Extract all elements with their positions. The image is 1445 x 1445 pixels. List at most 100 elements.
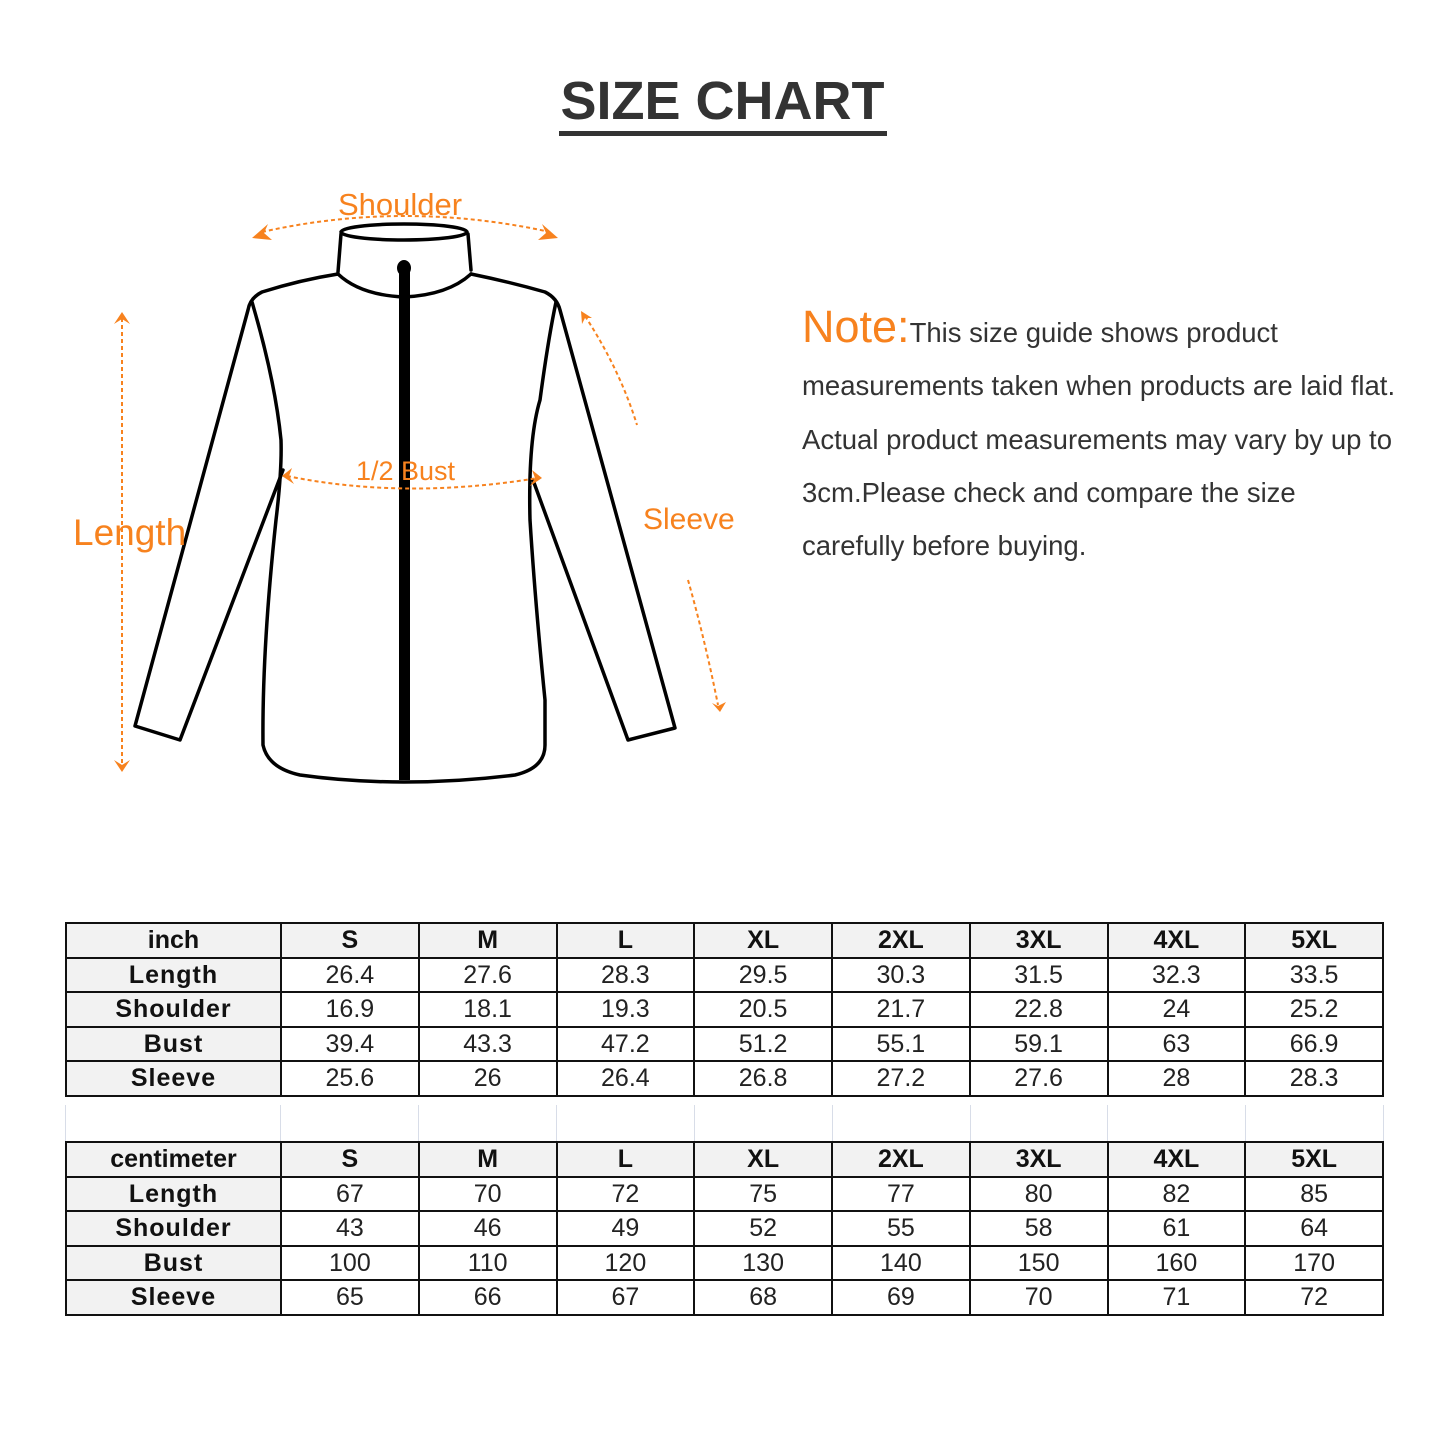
gap-gridline xyxy=(418,1105,419,1141)
table-cell: 27.2 xyxy=(831,1060,971,1097)
table-cell: 28.3 xyxy=(555,956,696,993)
table-cell: 67 xyxy=(280,1175,420,1212)
arrowheads xyxy=(114,224,726,772)
table-cell: 26 xyxy=(417,1060,558,1097)
table-cell: 26.4 xyxy=(280,956,420,993)
table-cell: 43.3 xyxy=(417,1025,558,1062)
table-row: Sleeve 25.6 26 26.4 26.8 27.2 27.6 28 28.3 xyxy=(65,1060,1384,1097)
table-cell: 20.5 xyxy=(693,991,833,1028)
table-cell: 58 xyxy=(968,1210,1109,1247)
arrow-left-icon xyxy=(282,468,294,484)
page-title: SIZE CHART xyxy=(0,70,1445,136)
gap-gridline xyxy=(832,1105,833,1141)
table-cell: 32.3 xyxy=(1106,956,1247,993)
table-cell: 82 xyxy=(1106,1175,1247,1212)
table-cell: 25.6 xyxy=(280,1060,420,1097)
table-row: Bust 100 110 120 130 140 150 160 170 xyxy=(65,1244,1384,1281)
gap-gridline xyxy=(556,1105,557,1141)
zipper xyxy=(399,268,410,780)
size-header: 3XL xyxy=(968,922,1109,959)
table-cell: 72 xyxy=(1244,1279,1384,1316)
table-cell: 59.1 xyxy=(968,1025,1109,1062)
table-cell: 110 xyxy=(417,1244,558,1281)
table-cell: 140 xyxy=(831,1244,971,1281)
table-gap xyxy=(65,1105,1384,1141)
gap-gridline xyxy=(970,1105,971,1141)
size-header: M xyxy=(417,922,558,959)
table-cell: 64 xyxy=(1244,1210,1384,1247)
table-cell: 16.9 xyxy=(280,991,420,1028)
table-cell: 120 xyxy=(555,1244,696,1281)
table-cell: 31.5 xyxy=(968,956,1109,993)
size-header: 2XL xyxy=(831,1141,971,1178)
size-header: XL xyxy=(693,922,833,959)
gap-gridline xyxy=(1107,1105,1108,1141)
table-cell: 46 xyxy=(417,1210,558,1247)
unit-header: inch xyxy=(65,922,282,959)
row-label: Bust xyxy=(65,1244,282,1281)
table-cell: 100 xyxy=(280,1244,420,1281)
table-row: Length 26.4 27.6 28.3 29.5 30.3 31.5 32.3 33.5 xyxy=(65,956,1384,993)
table-cell: 72 xyxy=(555,1175,696,1212)
gap-gridline xyxy=(1383,1105,1384,1141)
size-header: XL xyxy=(693,1141,833,1178)
table-cell: 77 xyxy=(831,1175,971,1212)
row-label: Length xyxy=(65,1175,282,1212)
shoulder-label: Shoulder xyxy=(338,187,463,222)
arrow-down-icon xyxy=(712,702,726,712)
gap-gridline xyxy=(1245,1105,1246,1141)
row-label: Sleeve xyxy=(65,1060,282,1097)
table-cell: 43 xyxy=(280,1210,420,1247)
table-cell: 65 xyxy=(280,1279,420,1316)
table-cell: 70 xyxy=(417,1175,558,1212)
table-cell: 30.3 xyxy=(831,956,971,993)
size-header: L xyxy=(555,1141,696,1178)
arrow-up-icon xyxy=(114,312,130,324)
size-header: 5XL xyxy=(1244,1141,1384,1178)
table-cell: 24 xyxy=(1106,991,1247,1028)
table-cell: 85 xyxy=(1244,1175,1384,1212)
note-text: This size guide shows product measuremen… xyxy=(802,317,1396,562)
table-row: Shoulder 43 46 49 52 55 58 61 64 xyxy=(65,1210,1384,1247)
table-cell: 71 xyxy=(1106,1279,1247,1316)
table-cell: 170 xyxy=(1244,1244,1384,1281)
size-header: 4XL xyxy=(1106,922,1247,959)
table-cell: 160 xyxy=(1106,1244,1247,1281)
sleeve-label: Sleeve xyxy=(643,503,735,536)
header-row: inch S M L XL 2XL 3XL 4XL 5XL xyxy=(65,922,1384,959)
table-cell: 67 xyxy=(555,1279,696,1316)
jacket-outline xyxy=(133,222,677,784)
gap-gridline xyxy=(65,1105,66,1141)
table-cell: 25.2 xyxy=(1244,991,1384,1028)
row-label: Shoulder xyxy=(65,1210,282,1247)
table-cell: 27.6 xyxy=(417,956,558,993)
table-cell: 26.4 xyxy=(555,1060,696,1097)
table-cell: 18.1 xyxy=(417,991,558,1028)
note-heading: Note: xyxy=(802,301,910,352)
table-cell: 33.5 xyxy=(1244,956,1384,993)
table-cell: 68 xyxy=(693,1279,833,1316)
table-cell: 21.7 xyxy=(831,991,971,1028)
size-header: S xyxy=(280,922,420,959)
table-cell: 55.1 xyxy=(831,1025,971,1062)
table-cell: 70 xyxy=(968,1279,1109,1316)
size-table-inch: inch S M L XL 2XL 3XL 4XL 5XL Length 26.4 27.6 28.3 2… xyxy=(65,922,1384,1097)
size-header: 3XL xyxy=(968,1141,1109,1178)
table-cell: 39.4 xyxy=(280,1025,420,1062)
size-header: 5XL xyxy=(1244,922,1384,959)
table-cell: 49 xyxy=(555,1210,696,1247)
table-cell: 61 xyxy=(1106,1210,1247,1247)
unit-header: centimeter xyxy=(65,1141,282,1178)
table-cell: 22.8 xyxy=(968,991,1109,1028)
arrow-up-icon xyxy=(581,311,592,324)
table-row: Shoulder 16.9 18.1 19.3 20.5 21.7 22.8 24 25.2 xyxy=(65,991,1384,1028)
table-cell: 150 xyxy=(968,1244,1109,1281)
table-cell: 80 xyxy=(968,1175,1109,1212)
size-table-centimeter: centimeter S M L XL 2XL 3XL 4XL 5XL Length 67 70 72 7… xyxy=(65,1141,1384,1316)
size-header: M xyxy=(417,1141,558,1178)
size-header: L xyxy=(555,922,696,959)
table-row: Sleeve 65 66 67 68 69 70 71 72 xyxy=(65,1279,1384,1316)
table-cell: 47.2 xyxy=(555,1025,696,1062)
table-cell: 66 xyxy=(417,1279,558,1316)
arrow-down-icon xyxy=(114,760,130,772)
